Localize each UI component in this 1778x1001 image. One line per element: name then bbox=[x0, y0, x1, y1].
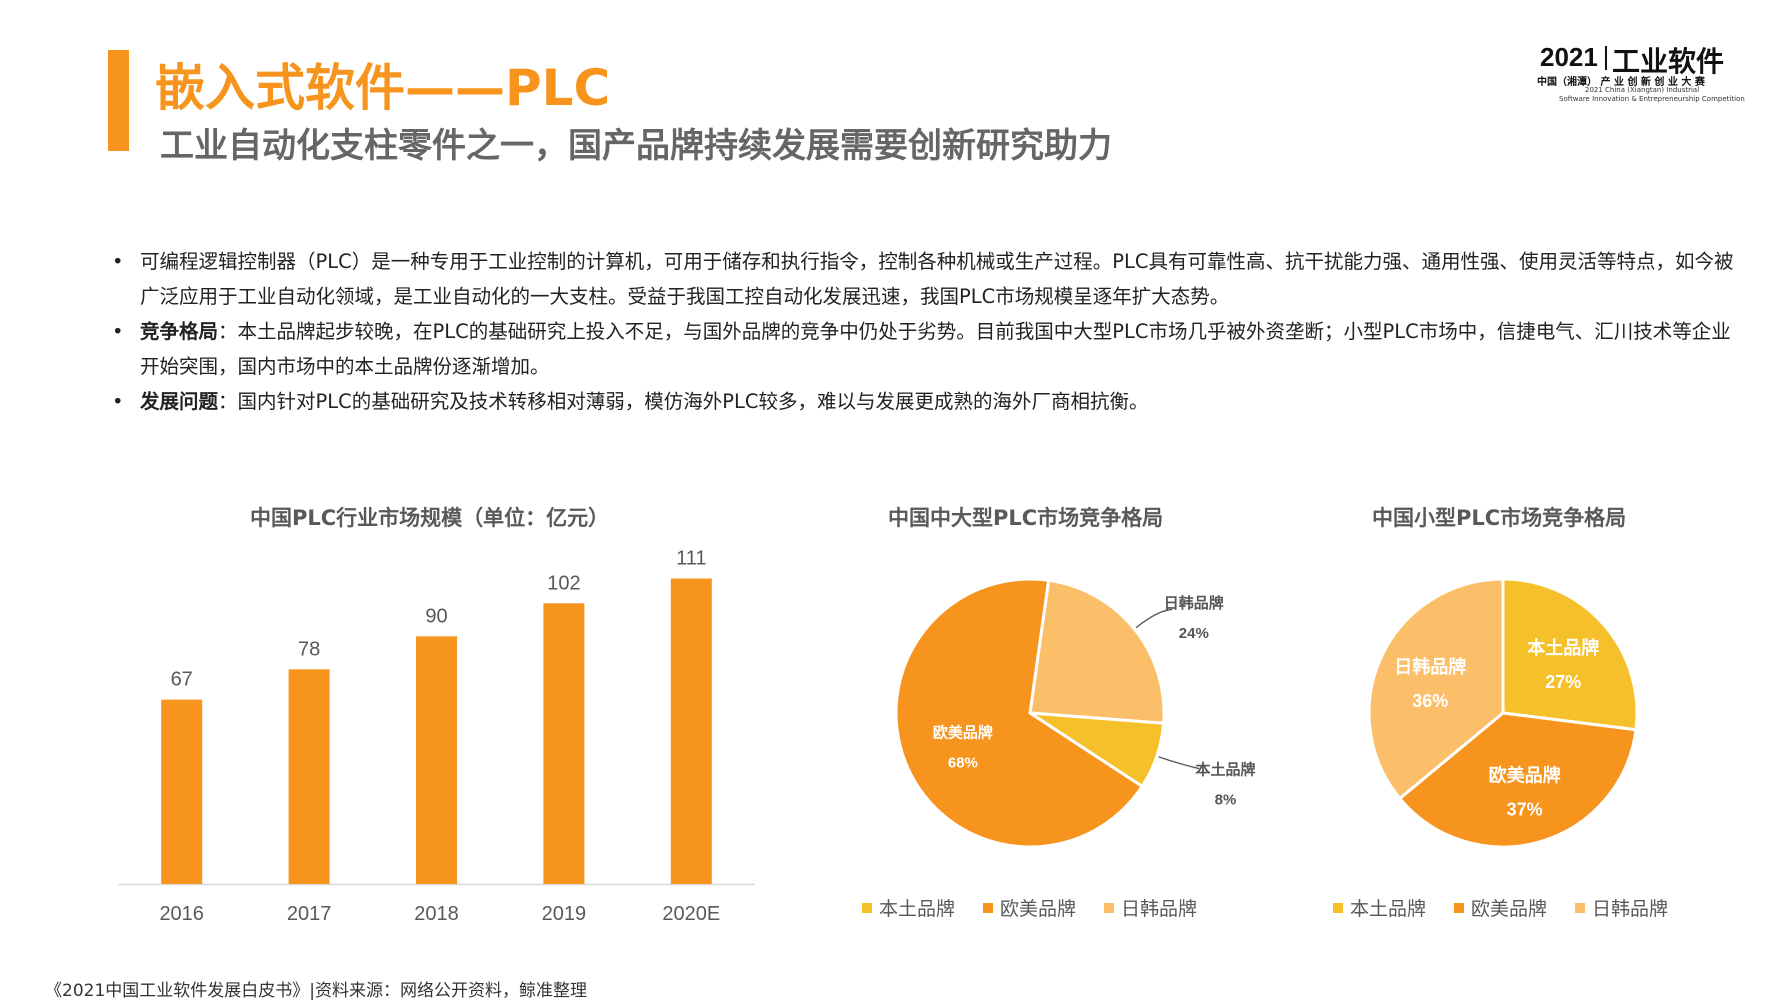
bar bbox=[416, 636, 457, 884]
legend-item-jpkr: 日韩品牌 bbox=[1575, 894, 1668, 921]
legend-label: 本土品牌 bbox=[879, 898, 956, 920]
slice-percent: 27% bbox=[1545, 672, 1581, 692]
pie-slice bbox=[894, 577, 1145, 849]
bullet-list: • 可编程逻辑控制器（PLC）是一种专用于工业控制的计算机，可用于储存和执行指令… bbox=[108, 244, 1748, 419]
bullet-item-competition: • 竞争格局：本土品牌起步较晚，在PLC的基础研究上投入不足，与国外品牌的竞争中… bbox=[108, 314, 1748, 384]
slice-label: 本土品牌 bbox=[1527, 637, 1599, 658]
small-plc-pie-title: 中国小型PLC市场竞争格局 bbox=[1372, 506, 1627, 530]
bar bbox=[543, 603, 585, 884]
slice-label: 本土品牌 bbox=[1195, 761, 1255, 779]
bullet-dot: • bbox=[112, 390, 124, 413]
logo-english-line-1: 2021 China (Xiangtan) Industrial bbox=[1585, 86, 1700, 94]
competition-logo: 2021 工业软件 中国（湘潭） 产 业 创 新 创 业 大 赛 2021 Ch… bbox=[1535, 42, 1745, 104]
bar-value-label: 78 bbox=[298, 638, 320, 660]
bullet-item-intro: • 可编程逻辑控制器（PLC）是一种专用于工业控制的计算机，可用于储存和执行指令… bbox=[108, 244, 1748, 314]
x-tick-label: 2019 bbox=[542, 903, 587, 925]
legend-swatch bbox=[1454, 902, 1465, 913]
bar bbox=[670, 578, 712, 884]
slice-percent: 37% bbox=[1507, 800, 1543, 820]
pie-slice bbox=[1367, 577, 1505, 801]
x-tick-label: 2018 bbox=[414, 903, 459, 925]
logo-year: 2021 bbox=[1540, 42, 1598, 72]
large-plc-legend: 本土品牌 欧美品牌 日韩品牌 bbox=[862, 894, 1197, 921]
bar-chart: 67 2016 78 2017 90 2018 102 2019 111 2020E bbox=[118, 548, 755, 925]
x-tick-label: 2017 bbox=[287, 903, 332, 925]
title-accent-bar bbox=[108, 50, 129, 151]
legend-item-local: 本土品牌 bbox=[1333, 894, 1426, 921]
slice-label: 欧美品牌 bbox=[933, 723, 993, 741]
source-note: 《2021中国工业软件发展白皮书》|资料来源：网络公开资料，鲸准整理 bbox=[45, 981, 587, 1001]
slice-label: 欧美品牌 bbox=[1489, 765, 1561, 786]
bar bbox=[288, 669, 330, 884]
legend-swatch bbox=[862, 902, 872, 913]
leader-line bbox=[1158, 756, 1200, 770]
logo-subtitle: 中国（湘潭） 产 业 创 新 创 业 大 赛 bbox=[1537, 77, 1705, 88]
slice-label: 日韩品牌 bbox=[1164, 594, 1224, 612]
legend-label: 本土品牌 bbox=[1350, 898, 1427, 920]
bar-value-label: 67 bbox=[171, 669, 193, 691]
x-tick-label: 2016 bbox=[159, 903, 204, 925]
legend-item-jpkr: 日韩品牌 bbox=[1104, 894, 1197, 921]
large-plc-pie-title: 中国中大型PLC市场竞争格局 bbox=[888, 506, 1164, 530]
small-plc-legend: 本土品牌 欧美品牌 日韩品牌 bbox=[1333, 894, 1668, 921]
page-title: 嵌入式软件——PLC bbox=[155, 59, 611, 117]
legend-item-western: 欧美品牌 bbox=[983, 894, 1076, 921]
legend-swatch bbox=[1333, 902, 1343, 913]
pie-slice bbox=[1397, 711, 1638, 849]
bullet-dot: • bbox=[112, 320, 124, 343]
logo-divider bbox=[1605, 46, 1607, 70]
bullet-dot: • bbox=[112, 250, 124, 273]
legend-label: 日韩品牌 bbox=[1121, 898, 1198, 920]
slice-label: 日韩品牌 bbox=[1394, 656, 1466, 677]
slice-percent: 8% bbox=[1215, 792, 1237, 809]
leader-line bbox=[1135, 608, 1173, 629]
legend-label: 欧美品牌 bbox=[1000, 898, 1077, 920]
bullet-text: 可编程逻辑控制器（PLC）是一种专用于工业控制的计算机，可用于储存和执行指令，控… bbox=[140, 250, 1734, 308]
bar-value-label: 111 bbox=[676, 548, 706, 570]
logo-main-text: 工业软件 bbox=[1612, 45, 1725, 78]
bar-value-label: 102 bbox=[547, 572, 580, 594]
bullet-text: ：国内针对PLC的基础研究及技术转移相对薄弱，模仿海外PLC较多，难以与发展更成… bbox=[218, 390, 1149, 413]
bar-chart-title: 中国PLC行业市场规模（单位：亿元） bbox=[250, 506, 610, 530]
bullet-item-problems: • 发展问题：国内针对PLC的基础研究及技术转移相对薄弱，模仿海外PLC较多，难… bbox=[108, 384, 1748, 419]
legend-item-local: 本土品牌 bbox=[862, 894, 955, 921]
bullet-heading: 竞争格局 bbox=[140, 320, 219, 343]
large-plc-pie-chart: 日韩品牌 24% 本土品牌 8% 欧美品牌 68% bbox=[894, 577, 1255, 849]
slice-percent: 24% bbox=[1179, 625, 1209, 642]
bullet-heading: 发展问题 bbox=[140, 390, 219, 413]
logo-english-line-2: Software Innovation & Entrepreneurship C… bbox=[1559, 95, 1745, 103]
bar-value-label: 90 bbox=[425, 605, 447, 627]
pie-slice bbox=[1501, 577, 1639, 732]
slice-percent: 36% bbox=[1412, 691, 1448, 711]
legend-label: 日韩品牌 bbox=[1592, 898, 1669, 920]
bar bbox=[161, 699, 203, 884]
legend-item-western: 欧美品牌 bbox=[1454, 894, 1547, 921]
bullet-text: ：本土品牌起步较晚，在PLC的基础研究上投入不足，与国外品牌的竞争中仍处于劣势。… bbox=[140, 320, 1731, 378]
page-subtitle: 工业自动化支柱零件之一，国产品牌持续发展需要创新研究助力 bbox=[160, 126, 1112, 166]
slice-percent: 68% bbox=[948, 754, 978, 771]
legend-swatch bbox=[1575, 902, 1586, 913]
legend-swatch bbox=[1104, 902, 1115, 913]
legend-label: 欧美品牌 bbox=[1471, 898, 1548, 920]
legend-swatch bbox=[983, 902, 994, 913]
x-tick-label: 2020E bbox=[662, 903, 720, 925]
small-plc-pie-chart: 本土品牌 27% 欧美品牌 37% 日韩品牌 36% bbox=[1367, 577, 1639, 849]
pie-slice bbox=[1028, 578, 1166, 725]
